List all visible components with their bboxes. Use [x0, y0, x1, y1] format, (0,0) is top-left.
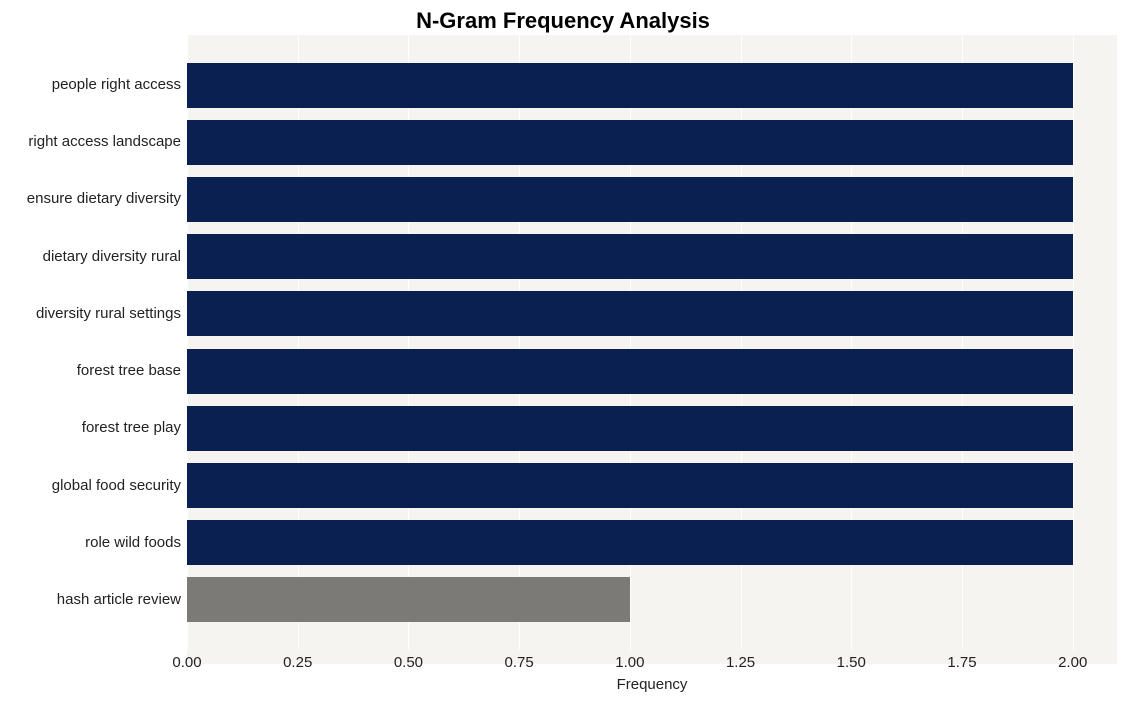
bar: [187, 63, 1073, 108]
grid-line: [1073, 35, 1074, 650]
x-tick-label: 1.25: [716, 654, 766, 671]
y-tick-label: dietary diversity rural: [0, 249, 181, 264]
bar: [187, 577, 630, 622]
x-tick-label: 1.50: [826, 654, 876, 671]
bar: [187, 520, 1073, 565]
y-tick-label: right access landscape: [0, 134, 181, 149]
bar: [187, 463, 1073, 508]
y-tick-label: global food security: [0, 478, 181, 493]
x-tick-label: 0.25: [273, 654, 323, 671]
y-tick-label: role wild foods: [0, 535, 181, 550]
bar: [187, 349, 1073, 394]
x-tick-label: 0.00: [162, 654, 212, 671]
ngram-chart: N-Gram Frequency Analysis Frequency peop…: [0, 0, 1126, 701]
bar: [187, 177, 1073, 222]
x-tick-label: 1.00: [605, 654, 655, 671]
x-tick-label: 0.75: [494, 654, 544, 671]
y-tick-label: people right access: [0, 77, 181, 92]
plot-area: [187, 35, 1117, 650]
bar: [187, 291, 1073, 336]
bar: [187, 406, 1073, 451]
chart-title: N-Gram Frequency Analysis: [0, 8, 1126, 34]
y-tick-label: diversity rural settings: [0, 306, 181, 321]
y-tick-label: ensure dietary diversity: [0, 191, 181, 206]
y-tick-label: forest tree play: [0, 420, 181, 435]
bar: [187, 234, 1073, 279]
y-tick-label: hash article review: [0, 592, 181, 607]
x-tick-label: 1.75: [937, 654, 987, 671]
bar: [187, 120, 1073, 165]
x-axis-label: Frequency: [187, 676, 1117, 693]
y-tick-label: forest tree base: [0, 363, 181, 378]
x-tick-label: 2.00: [1048, 654, 1098, 671]
x-tick-label: 0.50: [383, 654, 433, 671]
